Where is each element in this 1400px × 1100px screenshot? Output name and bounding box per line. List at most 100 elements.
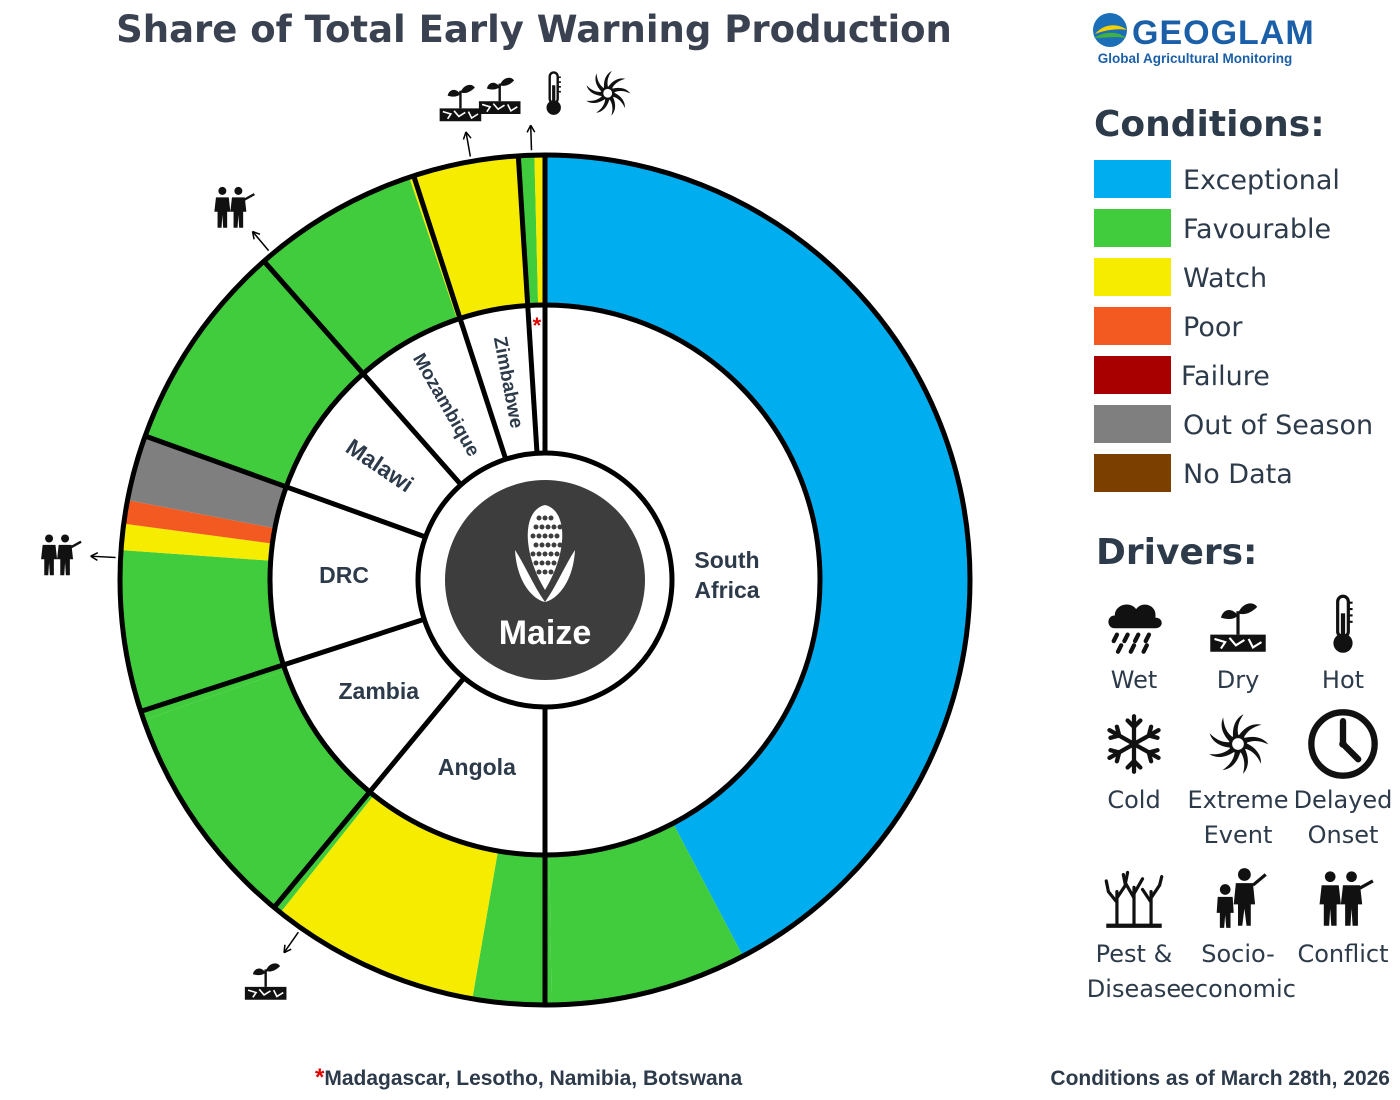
driver-marker-mozambique xyxy=(213,185,270,252)
hot-icon xyxy=(1331,594,1355,655)
legend-label-failure: Failure xyxy=(1181,361,1270,392)
dry-icon xyxy=(438,83,483,123)
pest-disease-icon xyxy=(1106,872,1161,925)
conflict-icon xyxy=(1317,869,1375,928)
outer-segment-other-watch xyxy=(534,155,545,306)
driver-label-hot: Hot xyxy=(1322,666,1364,694)
driver-label-dry: Dry xyxy=(1217,666,1260,694)
divider-zimbabwe xyxy=(411,175,509,460)
driver-marker-zimbabwe xyxy=(438,83,483,157)
driver-legend-cold: Cold xyxy=(1107,716,1161,814)
driver-legend-socio-economic: Socio-economic xyxy=(1180,866,1296,1003)
marker-arrowhead xyxy=(283,944,292,954)
driver-marker-other xyxy=(477,69,632,151)
dry-icon xyxy=(243,962,288,1001)
conditions-date: Conditions as of March 28th, 2026 xyxy=(1050,1067,1390,1090)
inner-segment-angola xyxy=(369,677,545,855)
marker-arrowhead xyxy=(462,131,472,140)
cold-icon xyxy=(1109,716,1158,771)
label-angola: Angola xyxy=(438,754,516,780)
extreme-event-icon xyxy=(584,69,632,118)
footnote: *Madagascar, Lesotho, Namibia, Botswana xyxy=(315,1064,742,1091)
dry-icon xyxy=(477,76,522,116)
marker-arrowhead xyxy=(90,552,99,562)
outer-segment-angola-favourable xyxy=(472,850,552,1005)
dry-icon xyxy=(1208,601,1268,654)
driver-label-socio-economic: Socio- xyxy=(1201,940,1275,968)
divider-malawi xyxy=(144,433,427,540)
drivers-title: Drivers: xyxy=(1096,532,1257,573)
driver-label-delayed-onset: Onset xyxy=(1308,821,1379,849)
outer-segment-other-favourable xyxy=(518,155,539,306)
marker-arrowhead xyxy=(526,124,536,133)
label-zambia: Zambia xyxy=(338,678,419,704)
driver-marker-angola xyxy=(243,931,299,1001)
inner-segment-drc xyxy=(270,486,426,665)
driver-label-conflict: Conflict xyxy=(1297,940,1388,968)
extreme-event-icon xyxy=(1207,712,1270,776)
driver-label-extreme-event: Extreme xyxy=(1187,786,1288,814)
legend-swatch-out-of-season xyxy=(1094,405,1171,443)
socio-economic-icon xyxy=(1215,866,1268,930)
outer-segment-drc-watch xyxy=(121,523,273,561)
logo-subtitle: Global Agricultural Monitoring xyxy=(1098,51,1293,66)
driver-legend-conflict: Conflict xyxy=(1297,869,1389,968)
legend-swatch-watch xyxy=(1094,258,1171,296)
logo-wordmark: GEOGLAM xyxy=(1132,14,1315,52)
driver-label-pest-disease: Disease xyxy=(1087,975,1181,1003)
conflict-icon xyxy=(39,533,83,577)
inner-segment-zimbabwe xyxy=(460,305,538,460)
driver-legend-delayed-onset: Delayed Onset xyxy=(1294,712,1393,849)
legend-label-poor: Poor xyxy=(1183,312,1243,343)
outer-segment-drc-poor xyxy=(123,500,275,544)
legend-label-no-data: No Data xyxy=(1183,459,1293,490)
legend-label-favourable: Favourable xyxy=(1183,214,1331,245)
inner-segment-south-africa xyxy=(545,305,820,855)
divider-drc xyxy=(140,616,425,714)
marker-arrow xyxy=(251,230,270,252)
outer-segment-south-africa-favourable xyxy=(549,823,743,1005)
delayed-onset-icon xyxy=(1311,712,1374,775)
conflict-icon xyxy=(213,185,256,229)
divider-mozambique xyxy=(262,259,463,487)
divider-zambia xyxy=(272,676,466,910)
outer-segment-zambia-favourable xyxy=(143,670,374,913)
label-south-africa: South Africa xyxy=(694,547,759,603)
maize-icon xyxy=(515,505,575,602)
legend-swatch-exceptional xyxy=(1094,160,1171,198)
driver-label-delayed-onset: Delayed xyxy=(1294,786,1393,814)
legend-swatch-no-data xyxy=(1094,454,1171,492)
center-label: Maize xyxy=(499,614,592,652)
outer-segment-zimbabwe-watch xyxy=(414,155,528,319)
marker-arrowhead xyxy=(251,230,261,240)
hot-icon xyxy=(545,71,563,117)
outer-segment-south-africa-exceptional xyxy=(545,155,970,957)
driver-legend-dry: Dry xyxy=(1208,601,1268,694)
driver-label-cold: Cold xyxy=(1107,786,1160,814)
inner-segment-mozambique xyxy=(363,318,506,485)
marker-arrow xyxy=(529,125,533,151)
label-drc: DRC xyxy=(319,562,369,588)
legend-swatch-failure xyxy=(1094,356,1171,394)
wet-icon xyxy=(1108,605,1161,652)
label-other-countries: * xyxy=(533,313,542,338)
legend-label-out-of-season: Out of Season xyxy=(1183,410,1373,441)
driver-legend-pest-disease: Pest & Disease xyxy=(1087,872,1181,1003)
driver-legend-extreme-event: Extreme Event xyxy=(1187,712,1289,849)
driver-label-wet: Wet xyxy=(1111,666,1158,694)
marker-arrow xyxy=(283,931,299,954)
outer-segment-drc-out-of-season xyxy=(127,433,287,529)
divider-other xyxy=(515,155,540,454)
conditions-title: Conditions: xyxy=(1094,104,1325,145)
marker-arrow xyxy=(465,131,472,157)
driver-legend-hot: Hot xyxy=(1322,594,1364,694)
driver-label-extreme-event: Event xyxy=(1204,821,1273,849)
driver-label-socio-economic: economic xyxy=(1180,975,1296,1003)
logo-globe-icon xyxy=(1093,13,1127,47)
legend-label-exceptional: Exceptional xyxy=(1183,165,1340,196)
driver-legend-wet: Wet xyxy=(1108,605,1161,694)
marker-arrow xyxy=(90,555,116,559)
legend-label-watch: Watch xyxy=(1183,263,1267,294)
